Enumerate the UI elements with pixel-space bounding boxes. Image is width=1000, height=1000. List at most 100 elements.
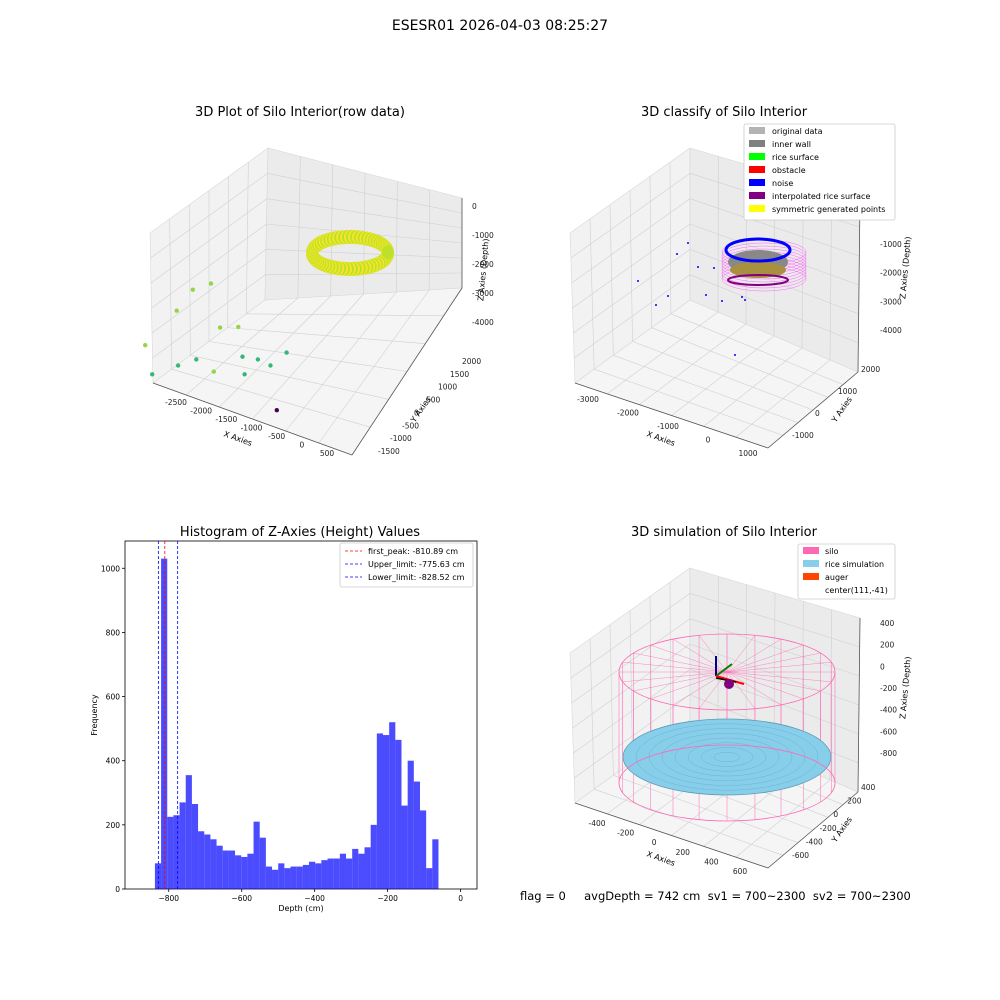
- p1-z-tick-label: -3000: [472, 289, 494, 298]
- p4-rice-mesh: [700, 747, 754, 767]
- p3-histogram-bar: [265, 866, 273, 889]
- p4-silo-spoke: [622, 671, 728, 683]
- p2-y-tick-label: 1000: [838, 387, 857, 396]
- p3-histogram-bar: [161, 558, 168, 889]
- p4-rice-mesh: [661, 733, 793, 781]
- p4-y-tick-label: -600: [792, 851, 809, 860]
- p4-grid-line: [570, 593, 691, 679]
- p2-noise-point: [655, 304, 657, 306]
- p4-rice-mesh: [713, 752, 741, 762]
- p4-legend-box: [797, 543, 896, 600]
- p2-legend-label: original data: [772, 127, 823, 136]
- p1-y-tick-label: 500: [426, 396, 441, 405]
- p3-histogram-bar: [278, 863, 285, 889]
- p2-noise-point: [705, 294, 707, 296]
- p1-grid-line: [150, 173, 268, 259]
- p1-grid-line: [267, 173, 463, 214]
- p4-y-axis-line: [767, 791, 859, 869]
- p3-x-axis-label: Depth (cm): [278, 904, 323, 913]
- p3-histogram-bar: [315, 863, 322, 889]
- p3-histogram-bar: [284, 868, 291, 889]
- p2-legend-label: interpolated rice surface: [772, 192, 870, 201]
- panel2-3d-classify: -3000 -2000 -1000 0 1000 -1000 0 1000 2000 -1000 -…: [569, 123, 913, 458]
- p3-histogram-bar: [185, 775, 192, 889]
- p1-data-point: [284, 350, 289, 355]
- p3-histogram-bar: [247, 853, 254, 889]
- p4-silo-spoke: [726, 671, 782, 706]
- p3-histogram-bar: [198, 831, 205, 889]
- p2-legend-swatch: [749, 205, 765, 212]
- p3-histogram-bar: [241, 856, 248, 889]
- p4-silo-spoke: [633, 652, 728, 673]
- p4-rice-mesh: [687, 742, 767, 772]
- p3-histogram-bar: [167, 816, 174, 889]
- p3-y-tick-label: 800: [106, 628, 121, 637]
- p3-histogram-bar: [370, 824, 377, 889]
- p3-histogram-bar: [179, 802, 186, 889]
- p2-y-tick-label: 2000: [861, 365, 880, 374]
- p2-noise-point: [697, 266, 699, 268]
- panel2-title: 3D classify of Silo Interior: [641, 105, 808, 120]
- p4-legend-swatch: [803, 547, 819, 554]
- p1-x-tick-label: -2000: [190, 407, 212, 416]
- p3-histogram-bar: [228, 850, 236, 889]
- p3-histogram-bar: [204, 834, 211, 889]
- p2-obstacle-band: [730, 262, 786, 278]
- p3-histogram-bar: [401, 805, 408, 889]
- p4-y-tick-label: -400: [806, 837, 823, 846]
- p4-x-axis-line: [574, 802, 769, 869]
- p3-legend-box: [339, 542, 474, 588]
- p1-data-point: [190, 287, 195, 292]
- p4-silo-spoke: [650, 671, 728, 700]
- p2-legend-label: rice surface: [772, 153, 819, 162]
- p1-z-tick-label: -2000: [472, 260, 494, 269]
- p1-data-point: [194, 357, 199, 362]
- p4-silo-spoke: [672, 638, 728, 673]
- p3-legend: first_peak: -810.89 cm Upper_limit: -775.…: [339, 542, 474, 588]
- p1-y-tick-label: 1000: [438, 383, 457, 392]
- p4-silo-spoke: [726, 671, 832, 683]
- panel1-title: 3D Plot of Silo Interior(row data): [195, 105, 405, 120]
- panel3-title: Histogram of Z-Axies (Height) Values: [180, 525, 420, 540]
- p2-legend-swatch: [749, 127, 765, 134]
- panel3-histogram: −800 −600 −400 −200 0 0 200 400 600 800 1000 Depth …: [90, 540, 478, 913]
- p2-noise-point: [637, 280, 639, 282]
- p3-histogram-bar: [191, 804, 199, 889]
- p1-data-point: [274, 408, 279, 413]
- p2-noise-point: [741, 296, 743, 298]
- p2-z-tick-label: -4000: [880, 326, 902, 335]
- p3-histogram-bar: [290, 866, 297, 889]
- p1-x-tick-label: -2500: [165, 398, 187, 407]
- p4-z-axis-label: Z Axies (Depth): [898, 656, 912, 719]
- p3-y-tick-label: 0: [115, 885, 120, 894]
- p3-histogram-bar: [389, 722, 396, 889]
- p4-x-axis-label: X Axies: [645, 849, 676, 868]
- p2-grid-line: [570, 173, 691, 259]
- p2-legend-label: symmetric generated points: [772, 205, 885, 214]
- p3-legend-label: first_peak: -810.89 cm: [368, 547, 458, 556]
- p1-y-tick-label: -1500: [378, 447, 400, 456]
- p2-z-tick-label: -2000: [880, 269, 902, 278]
- p2-legend-swatch: [749, 153, 765, 160]
- p3-y-tick-label: 600: [106, 693, 121, 702]
- p3-histogram-bar: [333, 858, 340, 889]
- p4-silo-spoke: [726, 671, 756, 709]
- panel4-3d-simulation: -400 -200 0 200 400 600 -600 -400 -200 0 200 400 400…: [569, 543, 913, 876]
- p4-x-tick-label: 400: [704, 857, 719, 866]
- p4-z-tick-label: -400: [880, 706, 897, 715]
- p2-legend-label: obstacle: [772, 166, 806, 175]
- p1-data-point: [174, 308, 179, 313]
- p4-auger-y-arrow: [715, 663, 733, 677]
- p3-histogram-bar: [426, 868, 433, 889]
- p4-legend: silo rice simulation auger center(111,-41): [797, 543, 896, 600]
- p3-x-tick-label: 0: [458, 894, 463, 903]
- p2-x-axis-label: X Axies: [645, 429, 676, 448]
- p3-y-tick-label: 1000: [101, 564, 120, 573]
- p4-silo-spoke: [726, 671, 821, 692]
- p3-histogram-bar: [413, 781, 420, 889]
- p4-y-tick-label: 0: [833, 810, 838, 819]
- p4-grid-line: [735, 779, 831, 858]
- p1-ring-point: [381, 245, 394, 260]
- p4-silo-spoke: [726, 652, 821, 673]
